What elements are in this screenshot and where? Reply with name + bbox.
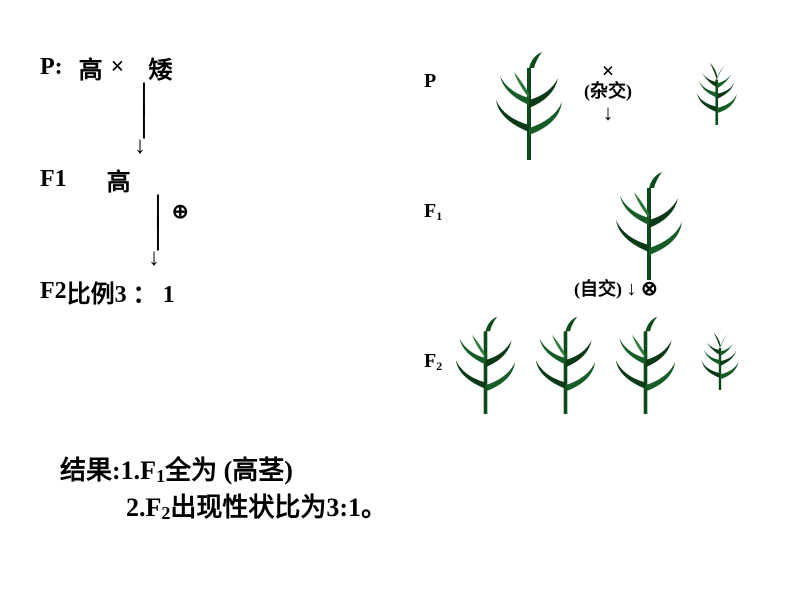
cross-annotation: × (杂交) ↓: [584, 60, 632, 124]
plant-f2_2: [534, 315, 597, 419]
plant-f2_4: [699, 330, 741, 395]
conclusion-line-2: 2.F2出现性状比为3:1。: [126, 487, 387, 524]
conclusion-line-1: 结果:1.F1全为 (高茎): [60, 450, 387, 487]
self-pollinate-symbol: ⊕: [172, 202, 189, 222]
cross-arrow-icon: ↓: [584, 102, 632, 124]
conclusion-prefix: 结果:: [60, 456, 121, 485]
p-tall: 高: [79, 50, 103, 85]
cross-text: (杂交): [584, 82, 632, 102]
conclusion-block: 结果:1.F1全为 (高茎) 2.F2出现性状比为3:1。: [60, 450, 387, 524]
cross-x-icon: ×: [584, 60, 632, 82]
illus-f1-label: F1: [424, 200, 442, 224]
p-label: P:: [40, 54, 63, 81]
arrow-line-1b: │: [134, 111, 189, 133]
illus-p-label: P: [424, 70, 436, 93]
p-short: 矮: [148, 50, 172, 85]
f2-label: F2: [40, 278, 67, 305]
plant-f1_tall: [614, 170, 684, 285]
illus-f2-label: F2: [424, 350, 442, 374]
plant-f2_3: [614, 315, 677, 419]
text-genetics-diagram: P: 高 × 矮 │ │ ↓ F1 高 │ ⊕ │ ↓ F2 比例3 ： 1: [40, 50, 189, 313]
f2-ratio: 比例3 ： 1: [67, 274, 175, 309]
p-cross-symbol: ×: [111, 54, 125, 81]
arrow-down-2: ↓: [148, 246, 160, 270]
c1a: 1.F: [121, 456, 156, 485]
c2a: 2.F: [126, 493, 161, 522]
plant-illustration: P F1 F2 × (杂交) ↓ (自交) ↓ ⊗: [404, 30, 764, 410]
plant-p_tall: [494, 50, 564, 165]
arrow-line-2b: │: [148, 223, 168, 245]
plant-p_short: [694, 60, 740, 130]
c1sub: 1: [156, 466, 165, 486]
c2b: 出现性状比为3:1。: [170, 493, 387, 522]
plant-f2_1: [454, 315, 517, 419]
f1-label: F1: [40, 166, 67, 193]
arrow-down-1: ↓: [134, 134, 189, 158]
c1b: 全为 (高茎): [165, 456, 293, 485]
f1-value: 高: [107, 162, 131, 197]
